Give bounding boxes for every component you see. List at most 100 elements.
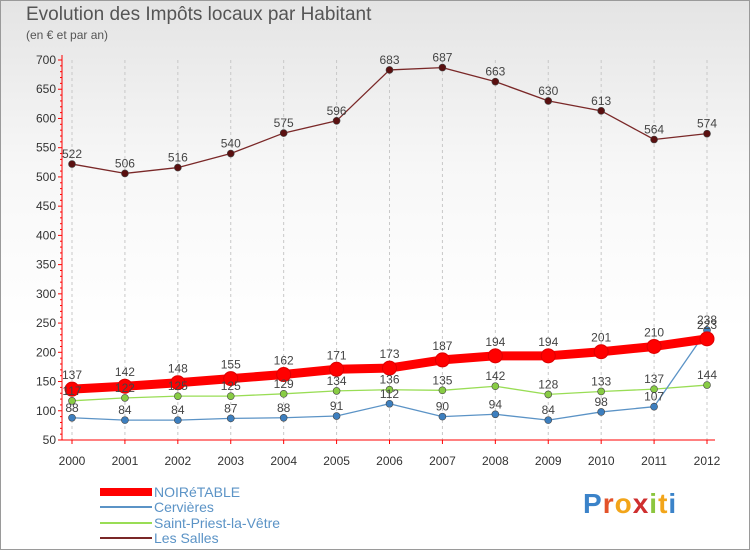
y-tick-label: 100 bbox=[36, 404, 56, 418]
data-point bbox=[174, 392, 182, 400]
data-label: 171 bbox=[327, 348, 347, 362]
data-point bbox=[226, 149, 235, 158]
y-tick-label: 450 bbox=[36, 199, 56, 213]
data-point bbox=[68, 413, 76, 422]
y-tick-label: 150 bbox=[36, 375, 56, 389]
data-point bbox=[385, 385, 394, 394]
data-label: 88 bbox=[65, 401, 79, 415]
legend-label-saint-priest: Saint-Priest-la-Vêtre bbox=[154, 515, 281, 531]
x-tick-label: 2012 bbox=[694, 454, 721, 468]
data-point bbox=[226, 414, 235, 423]
data-label: 107 bbox=[644, 390, 664, 404]
data-label: 210 bbox=[644, 325, 664, 339]
data-label: 663 bbox=[485, 65, 505, 79]
data-point bbox=[170, 375, 186, 391]
data-label: 613 bbox=[591, 94, 611, 108]
data-label: 112 bbox=[380, 387, 399, 401]
x-tick-label: 2010 bbox=[588, 454, 615, 468]
data-label: 194 bbox=[485, 335, 505, 349]
data-point bbox=[332, 412, 341, 420]
data-point bbox=[491, 77, 500, 86]
data-point bbox=[174, 416, 182, 424]
legend-item-cervieres: Cervières bbox=[100, 499, 214, 515]
data-point bbox=[279, 413, 288, 422]
data-label: 136 bbox=[379, 373, 399, 387]
data-label: 142 bbox=[485, 369, 505, 383]
data-point bbox=[438, 63, 447, 72]
legend-swatch-cervieres bbox=[100, 506, 152, 508]
data-label: 575 bbox=[274, 116, 294, 130]
data-label: 98 bbox=[594, 395, 608, 409]
data-label: 687 bbox=[432, 51, 452, 65]
data-label: 94 bbox=[489, 397, 503, 411]
x-tick-label: 2011 bbox=[641, 454, 667, 468]
legend-label-cervieres: Cervières bbox=[154, 499, 214, 515]
data-point bbox=[276, 367, 292, 383]
data-label: 142 bbox=[115, 365, 135, 379]
logo-letter: P bbox=[583, 488, 603, 519]
data-label: 630 bbox=[538, 84, 558, 98]
x-tick-label: 2006 bbox=[376, 454, 403, 468]
data-point bbox=[593, 344, 609, 360]
data-label: 117 bbox=[62, 384, 81, 398]
data-label: 84 bbox=[542, 403, 556, 417]
data-point bbox=[491, 382, 500, 391]
data-point bbox=[64, 381, 80, 397]
data-point bbox=[544, 416, 553, 424]
data-label: 155 bbox=[221, 358, 241, 372]
logo-letter: i bbox=[649, 488, 659, 519]
data-label: 91 bbox=[330, 399, 344, 413]
legend-label-noiretable: NOIRéTABLE bbox=[154, 484, 241, 500]
y-tick-label: 250 bbox=[36, 316, 56, 330]
data-label: 144 bbox=[697, 368, 717, 382]
data-label: 173 bbox=[379, 347, 399, 361]
legend-item-saint-priest: Saint-Priest-la-Vêtre bbox=[100, 515, 280, 531]
data-label: 88 bbox=[277, 401, 291, 415]
logo-letter: x bbox=[632, 488, 650, 519]
x-tick-label: 2008 bbox=[482, 454, 509, 468]
data-point bbox=[703, 129, 711, 138]
legend-swatch-saint-priest bbox=[100, 522, 152, 524]
legend-swatch-les-salles bbox=[100, 537, 152, 539]
data-label: 223 bbox=[697, 318, 717, 332]
data-label: 134 bbox=[327, 374, 347, 388]
data-label: 148 bbox=[168, 362, 188, 376]
proxiti-logo: Proxiti bbox=[583, 488, 677, 520]
legend-item-les-salles: Les Salles bbox=[100, 530, 219, 546]
data-point bbox=[540, 348, 556, 364]
logo-letter: r bbox=[602, 488, 615, 519]
data-point bbox=[121, 416, 129, 424]
data-point bbox=[279, 390, 288, 398]
data-label: 187 bbox=[432, 339, 452, 353]
data-point bbox=[117, 378, 133, 394]
data-label: 564 bbox=[644, 123, 664, 137]
data-point bbox=[174, 163, 182, 172]
data-point bbox=[650, 402, 658, 411]
data-point bbox=[332, 387, 341, 395]
y-tick-label: 550 bbox=[36, 141, 56, 155]
data-label: 122 bbox=[115, 381, 135, 395]
y-tick-label: 50 bbox=[43, 433, 57, 447]
data-point bbox=[223, 371, 239, 387]
logo-letter: o bbox=[614, 488, 633, 519]
data-point bbox=[544, 97, 553, 105]
data-label: 87 bbox=[224, 401, 238, 415]
data-label: 137 bbox=[644, 372, 664, 386]
data-label: 238 bbox=[697, 313, 717, 327]
data-label: 201 bbox=[591, 331, 611, 345]
logo-letter: t bbox=[658, 488, 669, 519]
chart-title: Evolution des Impôts locaux par Habitant bbox=[26, 4, 372, 25]
data-point bbox=[597, 408, 605, 416]
x-tick-label: 2003 bbox=[217, 454, 244, 468]
data-point bbox=[385, 399, 394, 408]
y-tick-label: 700 bbox=[36, 53, 56, 67]
data-point bbox=[385, 66, 394, 74]
data-point bbox=[226, 392, 235, 400]
data-point bbox=[121, 169, 129, 178]
data-point bbox=[703, 381, 711, 389]
data-label: 194 bbox=[538, 335, 558, 349]
data-point bbox=[650, 385, 658, 393]
data-point bbox=[68, 160, 76, 168]
legend-swatch-noiretable bbox=[100, 488, 152, 496]
y-tick-label: 200 bbox=[36, 345, 56, 359]
